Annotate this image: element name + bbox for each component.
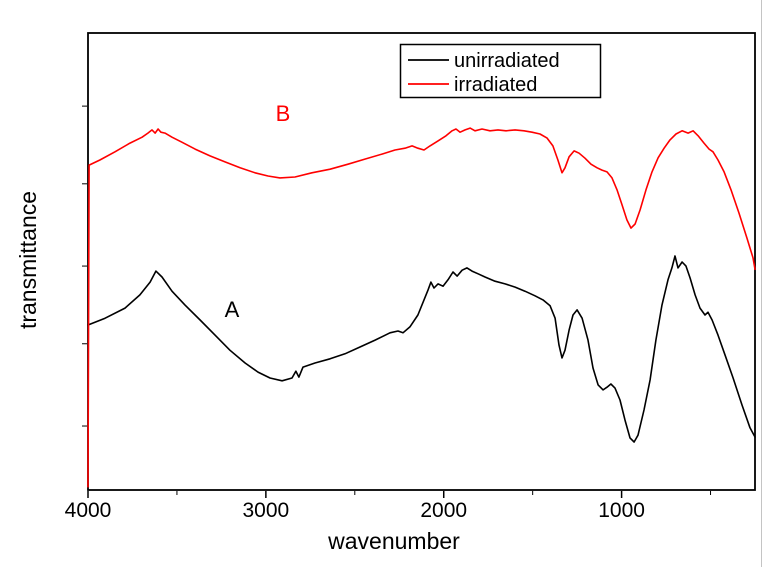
spectrum-unirradiated [87, 255, 756, 443]
annotation-a: A [225, 297, 240, 322]
annotation-b: B [276, 101, 291, 126]
axis-ticks [82, 105, 712, 498]
plot-border [87, 32, 756, 491]
y-axis-label: transmittance [15, 191, 41, 329]
x-tick-labels: 4000 3000 2000 1000 [65, 499, 645, 522]
x-axis-label: wavenumber [327, 528, 460, 554]
x-tick-label: 1000 [598, 499, 645, 522]
spectrum-irradiated [87, 127, 756, 488]
screenshot-edge-artifact [761, 0, 762, 567]
x-tick-label: 4000 [65, 499, 112, 522]
x-tick-label: 3000 [243, 499, 290, 522]
x-tick-label: 2000 [420, 499, 467, 522]
legend: unirradiated irradiated [399, 43, 602, 99]
curves [87, 127, 756, 488]
legend-label-irradiated: irradiated [454, 74, 537, 96]
legend-label-unirradiated: unirradiated [454, 50, 560, 72]
legend-box [399, 43, 602, 99]
